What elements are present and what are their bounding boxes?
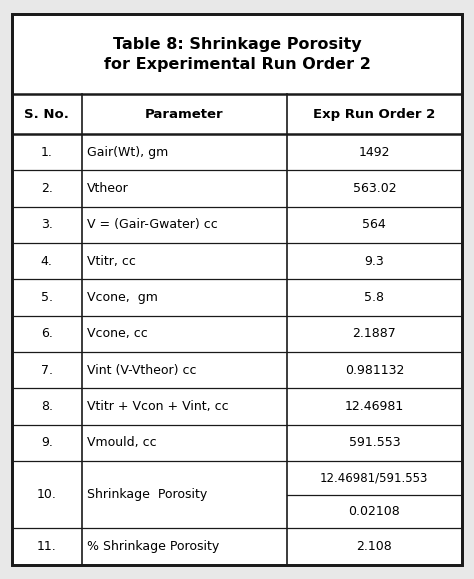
Text: 0.02108: 0.02108 (348, 505, 400, 518)
Text: 3.: 3. (41, 218, 53, 231)
Text: Exp Run Order 2: Exp Run Order 2 (313, 108, 436, 120)
Text: Vmould, cc: Vmould, cc (87, 436, 157, 449)
Text: V = (Gair-Gwater) cc: V = (Gair-Gwater) cc (87, 218, 218, 231)
Text: Vcone, cc: Vcone, cc (87, 327, 148, 340)
Text: S. No.: S. No. (24, 108, 69, 120)
Text: Gair(Wt), gm: Gair(Wt), gm (87, 145, 169, 159)
Text: 9.: 9. (41, 436, 53, 449)
Text: 10.: 10. (37, 488, 57, 501)
Text: 2.: 2. (41, 182, 53, 195)
Text: 7.: 7. (41, 364, 53, 376)
Text: 1.: 1. (41, 145, 53, 159)
Text: 564: 564 (363, 218, 386, 231)
Text: 2.108: 2.108 (356, 540, 392, 553)
Text: Shrinkage  Porosity: Shrinkage Porosity (87, 488, 208, 501)
Text: 4.: 4. (41, 255, 53, 267)
Text: % Shrinkage Porosity: % Shrinkage Porosity (87, 540, 219, 553)
Text: 9.3: 9.3 (365, 255, 384, 267)
Text: 8.: 8. (41, 400, 53, 413)
Text: Vtitr, cc: Vtitr, cc (87, 255, 136, 267)
Text: 11.: 11. (37, 540, 56, 553)
Text: Vtheor: Vtheor (87, 182, 129, 195)
Text: 6.: 6. (41, 327, 53, 340)
Text: 2.1887: 2.1887 (353, 327, 396, 340)
Text: Table 8: Shrinkage Porosity
for Experimental Run Order 2: Table 8: Shrinkage Porosity for Experime… (103, 36, 371, 72)
Text: Vcone,  gm: Vcone, gm (87, 291, 158, 304)
Text: 5.8: 5.8 (365, 291, 384, 304)
Text: Vtitr + Vcon + Vint, cc: Vtitr + Vcon + Vint, cc (87, 400, 229, 413)
Text: 12.46981/591.553: 12.46981/591.553 (320, 471, 428, 484)
Text: 12.46981: 12.46981 (345, 400, 404, 413)
Text: 1492: 1492 (359, 145, 390, 159)
Text: 563.02: 563.02 (353, 182, 396, 195)
Text: 5.: 5. (41, 291, 53, 304)
Text: 0.981132: 0.981132 (345, 364, 404, 376)
Text: 591.553: 591.553 (348, 436, 400, 449)
Text: Vint (V-Vtheor) cc: Vint (V-Vtheor) cc (87, 364, 197, 376)
Text: Parameter: Parameter (145, 108, 223, 120)
